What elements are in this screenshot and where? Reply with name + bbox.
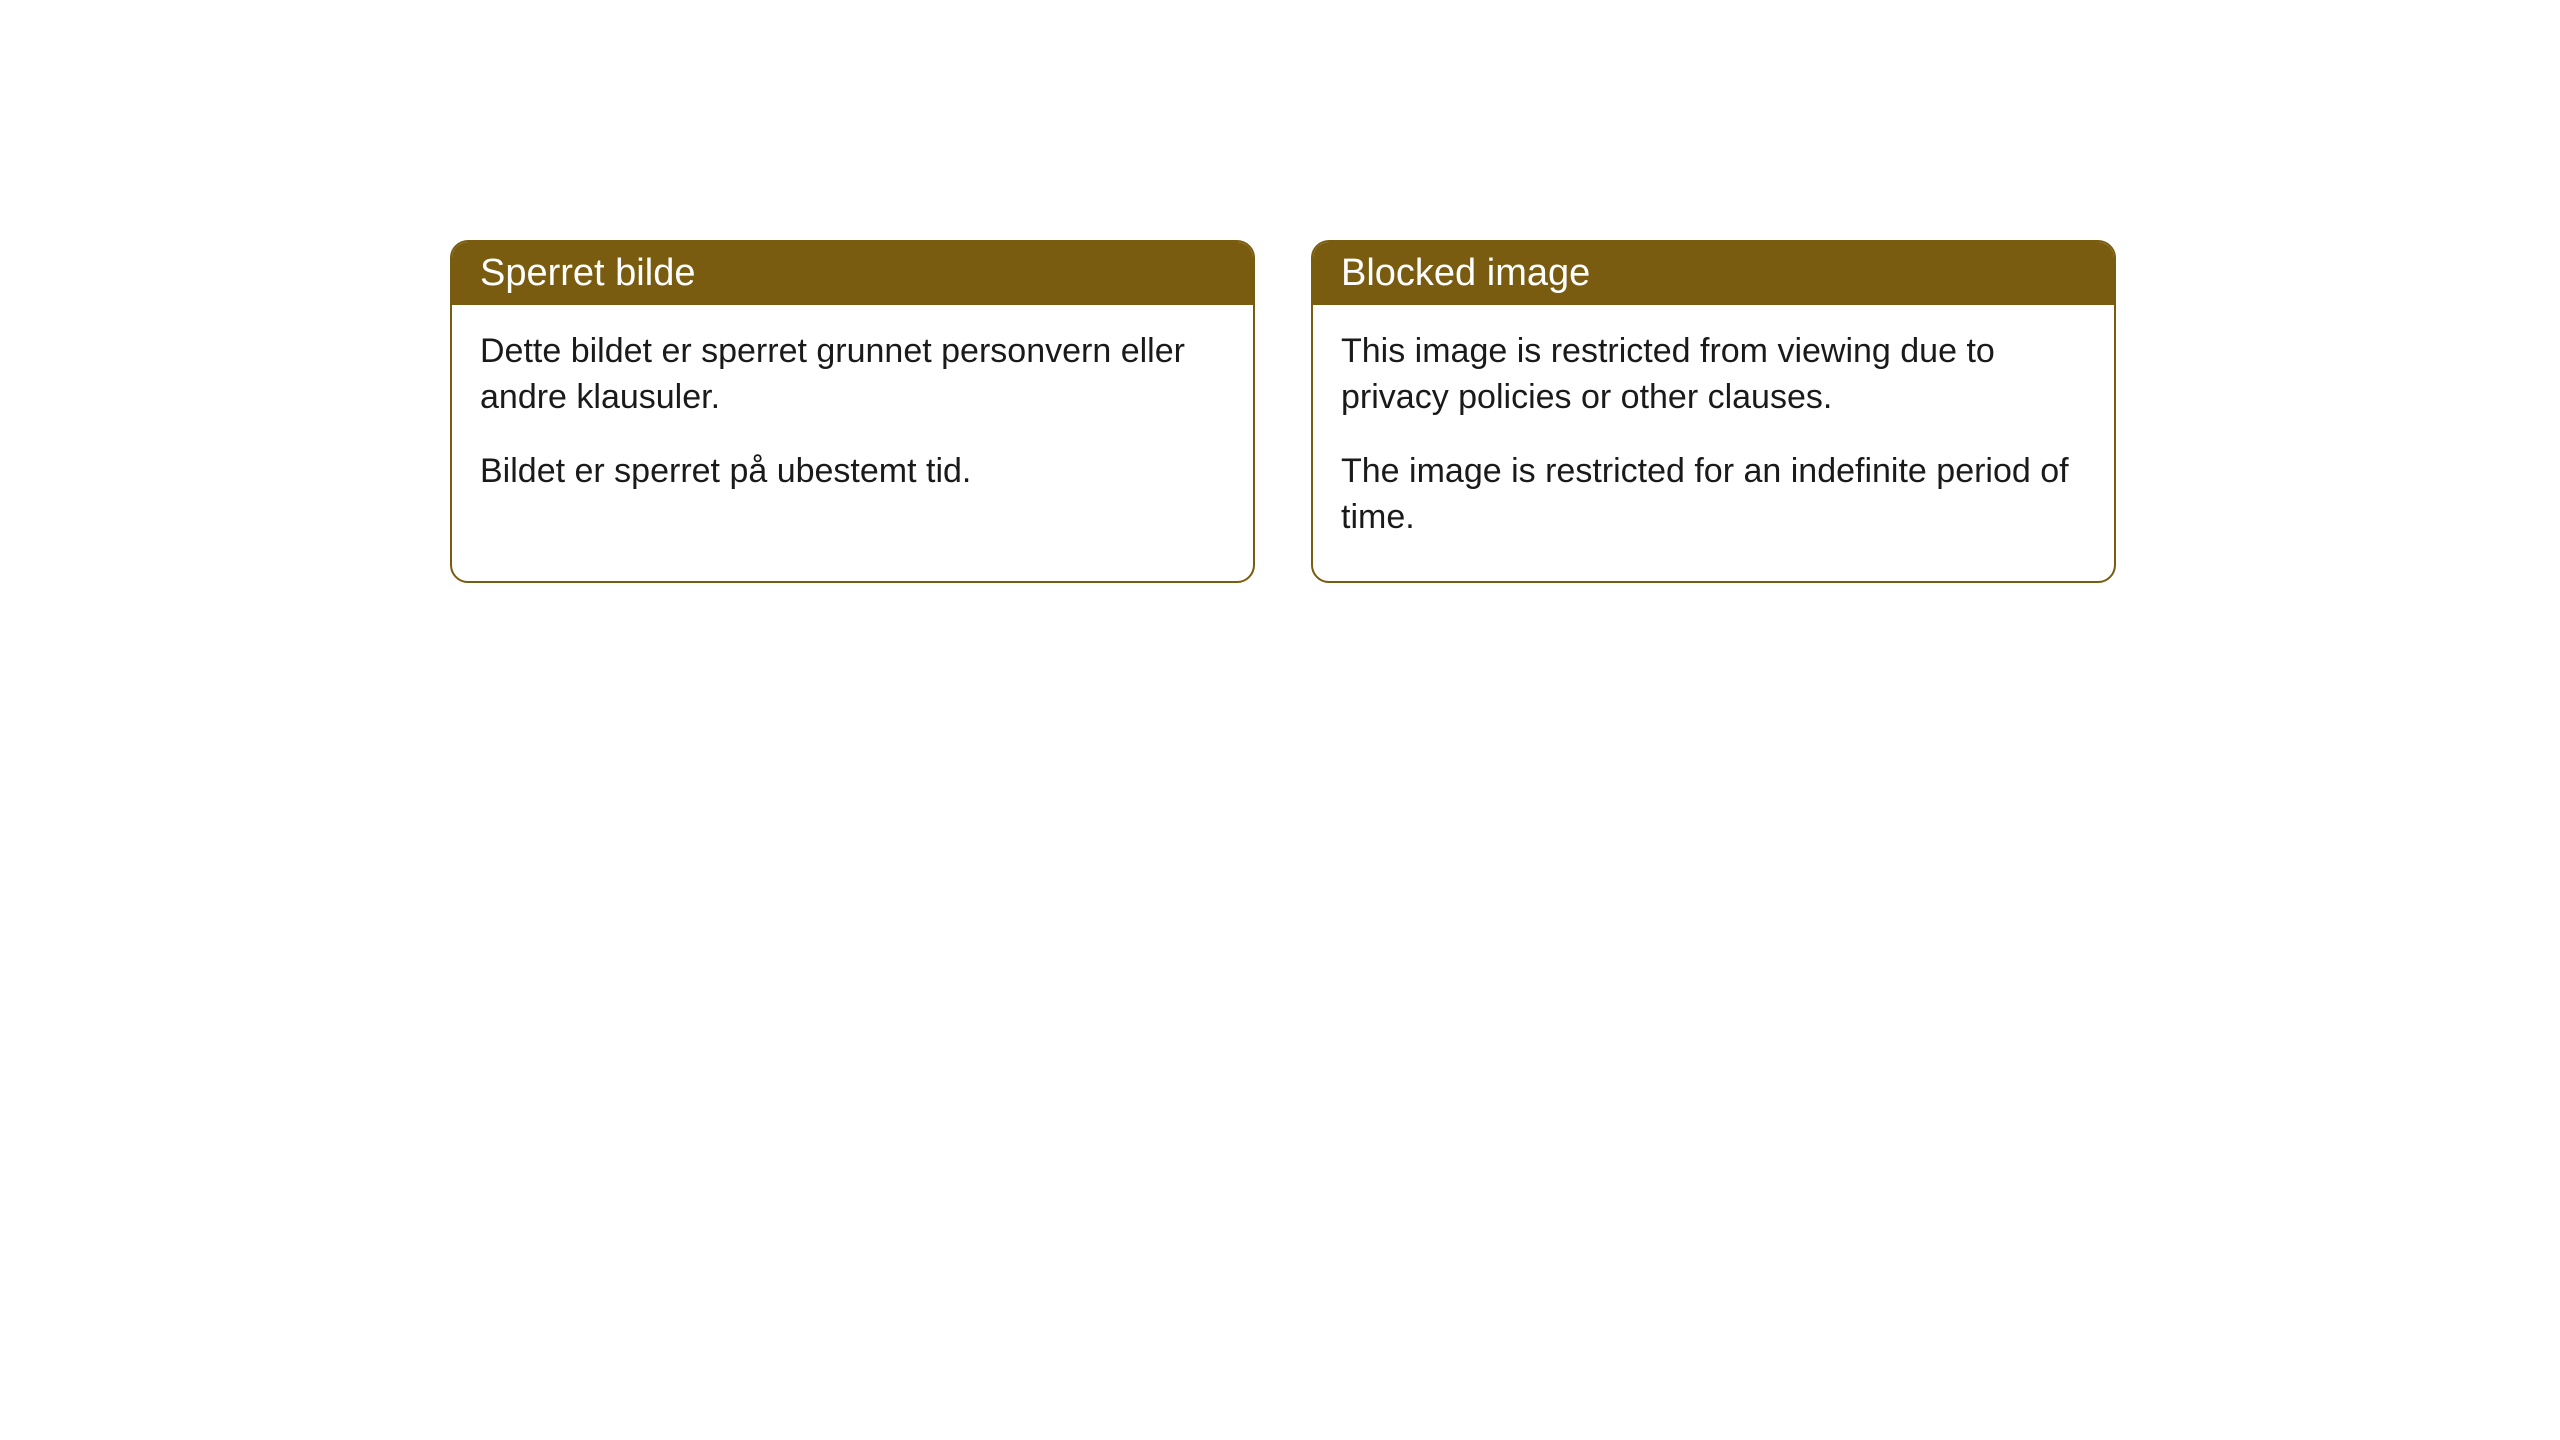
card-body: Dette bildet er sperret grunnet personve… [452,305,1253,535]
card-paragraph: This image is restricted from viewing du… [1341,329,2086,421]
card-title: Blocked image [1341,252,1590,294]
card-paragraph: Dette bildet er sperret grunnet personve… [480,329,1225,421]
card-paragraph: Bildet er sperret på ubestemt tid. [480,449,1225,495]
blocked-image-card-no: Sperret bilde Dette bildet er sperret gr… [450,240,1255,583]
card-header: Sperret bilde [452,242,1253,305]
notice-cards-container: Sperret bilde Dette bildet er sperret gr… [450,240,2116,583]
card-title: Sperret bilde [480,252,695,294]
blocked-image-card-en: Blocked image This image is restricted f… [1311,240,2116,583]
card-body: This image is restricted from viewing du… [1313,305,2114,581]
card-header: Blocked image [1313,242,2114,305]
card-paragraph: The image is restricted for an indefinit… [1341,449,2086,541]
